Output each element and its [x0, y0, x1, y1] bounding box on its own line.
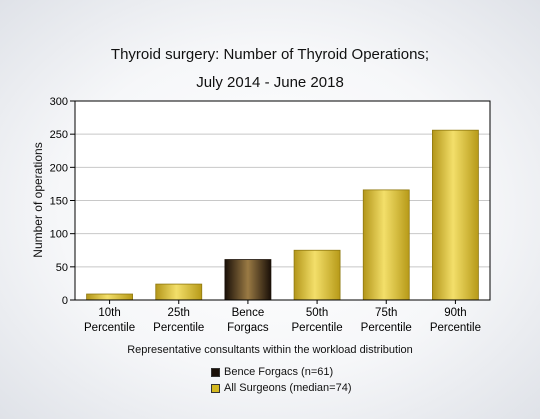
chart-title: Thyroid surgery: Number of Thyroid Opera…: [110, 46, 430, 63]
x-tick-label: 50th: [306, 307, 328, 319]
y-tick-label: 150: [50, 196, 68, 208]
legend-item-all-surgeons: All Surgeons (median=74): [211, 381, 352, 395]
y-tick-label: 50: [56, 262, 68, 274]
chart-subtitle: July 2014 - June 2018: [196, 74, 344, 91]
x-tick-label: Percentile: [292, 322, 343, 334]
legend-label-all-surgeons: All Surgeons (median=74): [224, 382, 352, 394]
x-tick-label: Percentile: [430, 322, 481, 334]
x-axis-title: Representative consultants within the wo…: [127, 344, 413, 356]
bar-all-surgeons: [293, 249, 341, 301]
x-tick-label: 75th: [375, 307, 397, 319]
bar-all-surgeons: [155, 283, 203, 301]
legend-swatch-consultant: [211, 367, 220, 377]
y-tick-label: 200: [50, 162, 68, 174]
y-tick-label: 300: [50, 96, 68, 108]
bar-all-surgeons: [86, 293, 133, 301]
legend-swatch-all-surgeons: [211, 383, 220, 393]
x-tick-label: 10th: [98, 307, 120, 319]
bar-all-surgeons: [362, 189, 410, 301]
bar-all-surgeons: [432, 129, 479, 301]
x-tick-label: Percentile: [153, 322, 204, 334]
y-tick-label: 100: [50, 229, 68, 241]
x-tick-label: 90th: [444, 307, 466, 319]
x-tick-label: Percentile: [84, 322, 135, 334]
legend: Bence Forgacs (n=61) All Surgeons (media…: [211, 365, 352, 397]
plot-frame: [74, 100, 491, 301]
x-tick-label: Bence: [232, 307, 265, 319]
bar-consultant: [224, 259, 272, 301]
y-tick-label: 0: [62, 295, 68, 307]
legend-item-consultant: Bence Forgacs (n=61): [211, 365, 352, 379]
x-tick-label: Percentile: [361, 322, 412, 334]
y-tick-label: 250: [50, 129, 68, 141]
x-tick-label: 25th: [168, 307, 190, 319]
legend-label-consultant: Bence Forgacs (n=61): [224, 366, 334, 378]
x-tick-label: Forgacs: [227, 322, 269, 334]
